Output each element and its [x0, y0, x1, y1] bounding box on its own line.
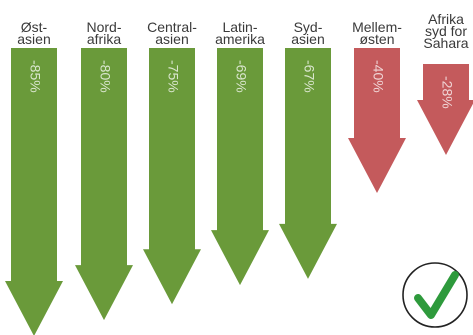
category-label: afrika [87, 31, 121, 47]
value-label: -75% [165, 60, 181, 93]
value-labels: -85% -80% -75% -69% -67% -40% -28% [27, 60, 455, 109]
value-label: -85% [27, 60, 43, 93]
category-label: Central- [147, 19, 197, 35]
category-labels: Øst-asien Nord-afrika Central-asien Latin-a… [17, 11, 469, 51]
category-label: Syd- [294, 19, 323, 35]
arrow-bar [211, 48, 269, 286]
arrow-bar [5, 48, 63, 335]
arrow-bars [5, 48, 473, 335]
category-label: asien [291, 31, 324, 47]
check-mark-icon [414, 271, 459, 319]
category-label: Nord- [86, 19, 121, 35]
value-label: -69% [233, 60, 249, 93]
category-label: Sahara [423, 35, 468, 51]
value-label: -40% [370, 60, 386, 93]
arrow-bar [143, 48, 201, 305]
category-label: Latin- [222, 19, 257, 35]
category-label: syd for [425, 23, 467, 39]
category-label: asien [155, 31, 188, 47]
category-label: Øst- [21, 19, 48, 35]
category-label: asien [17, 31, 50, 47]
value-label: -67% [301, 60, 317, 93]
arrow-bar [348, 48, 406, 194]
value-label: -28% [439, 76, 455, 109]
check-mark-badge [402, 262, 468, 328]
category-label: amerika [215, 31, 265, 47]
category-label: Mellem- [352, 19, 402, 35]
arrow-bar [279, 48, 337, 279]
arrow-bar [417, 64, 473, 155]
value-label: -80% [97, 60, 113, 93]
arrow-bar [75, 48, 133, 321]
category-label: østen [359, 31, 394, 47]
category-label: Afrika [428, 11, 464, 27]
